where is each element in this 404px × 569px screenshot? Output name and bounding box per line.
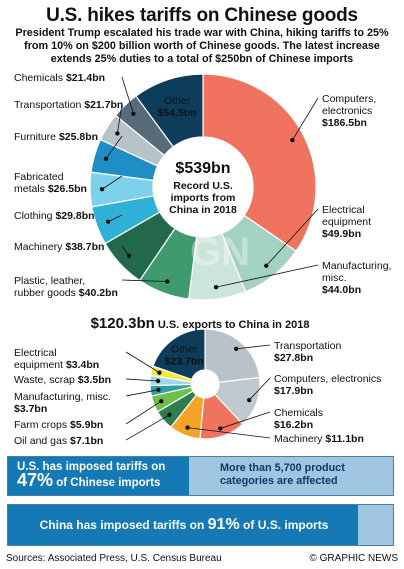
watermark-logo: GN (190, 230, 250, 274)
exports-label-machinery: Machinery $11.1bn (274, 433, 364, 445)
imports-label-computers-electronics: Computers, electronics $186.5bn (322, 93, 376, 129)
imports-leader-electrical-equipment (265, 208, 319, 267)
us-tariff-note-line-1: More than 5,700 product (220, 462, 345, 474)
us-tariff-bar: U.S. has imposed tariffs on 47% of Chine… (7, 456, 394, 496)
exports-label-waste-scrap: Waste, scrap $3.5bn (14, 374, 111, 386)
imports-leader-computers-electronics (292, 97, 319, 141)
footer-source: Sources: Associated Press, U.S. Census B… (6, 553, 222, 564)
exports-leader-machinery (187, 427, 271, 439)
us-tariff-post: of Chinese imports (56, 477, 161, 489)
us-tariff-note-line-2: categories are affected (220, 475, 338, 487)
china-tariff-pre: China has imposed tariffs on (39, 518, 205, 532)
imports-leader-plastic-leather-rubber-goods (121, 279, 168, 282)
imports-center (154, 138, 252, 236)
us-tariff-note: More than 5,700 product categories are af… (220, 462, 345, 488)
exports-leader-farm-crops (125, 400, 162, 425)
imports-leader-clothing (107, 214, 123, 223)
exports-label-chemicals: Chemicals $16.2bn (274, 407, 323, 431)
exports-leader-waste-scrap (125, 378, 159, 382)
exports-label-other: Other $23.7bn (165, 344, 204, 368)
china-tariff-post: of U.S. imports (243, 518, 329, 532)
imports-leader-furniture (105, 135, 123, 160)
imports-center-text: Record U.S. imports from China in 2018 (169, 180, 237, 216)
exports-label-computers-electronics: Computers, electronics $17.9bn (274, 373, 381, 397)
exports-label-oil-and-gas: Oil and gas $7.1bn (14, 435, 103, 447)
exports-title: $120.3bn U.S. exports to China in 2018 (91, 315, 310, 332)
footer-credit: © GRAPHIC NEWS (309, 553, 399, 564)
imports-slice-other (135, 73, 204, 148)
exports-slice-other (152, 328, 206, 381)
exports-leader-electrical-equipment (125, 351, 160, 373)
exports-label-farm-crops: Farm crops $5.9bn (14, 419, 103, 431)
imports-leader-fabricated-metals (101, 175, 123, 190)
imports-leader-dot-computers-electronics (290, 137, 295, 143)
imports-label-transportation: Transportation $21.7bn (14, 99, 123, 111)
exports-label-manufacturing-misc: Manufacturing, misc. $3.7bn (14, 391, 111, 415)
page-title: U.S. hikes tariffs on Chinese goods (46, 5, 358, 26)
us-tariff-text: U.S. has imposed tariffs on 47% of Chine… (17, 461, 165, 490)
us-tariff-pct: 47% (17, 470, 54, 490)
imports-slice-computers-electronics (202, 73, 317, 252)
us-tariff-bar-fill (8, 457, 189, 495)
page-subtitle: President Trump escalated his trade war … (15, 27, 389, 65)
imports-leader-chemicals (121, 76, 134, 114)
exports-leader-dot-oil-and-gas (167, 412, 172, 417)
china-tariff-bar: China has imposed tariffs on 91% of U.S.… (7, 504, 394, 546)
exports-slice-transportation (204, 328, 261, 384)
imports-label-machinery: Machinery $38.7bn (14, 241, 104, 253)
imports-leader-machinery (121, 245, 130, 257)
china-tariff-bar-fill (8, 505, 359, 545)
us-tariff-pre: U.S. has imposed tariffs on (17, 461, 166, 473)
imports-label-furniture: Furniture $25.8bn (14, 131, 98, 143)
exports-leader-computers-electronics (248, 377, 271, 401)
exports-leader-transportation (236, 344, 271, 350)
imports-leader-manufacturing-misc (215, 264, 319, 288)
imports-label-manufacturing-misc: Manufacturing, misc. $44.0bn (322, 260, 391, 296)
exports-leader-dot-manufacturing-misc (156, 387, 161, 393)
imports-label-fabricated-metals: Fabricated metals $26.5bn (14, 171, 87, 195)
imports-label-plastic-leather-rubber-goods: Plastic, leather, rubber goods $40.2bn (14, 275, 118, 299)
china-tariff-pct: 91% (207, 516, 240, 533)
imports-label-chemicals: Chemicals $21.4bn (14, 72, 105, 84)
exports-label-transportation: Transportation $27.8bn (274, 340, 341, 364)
exports-leader-oil-and-gas (125, 414, 170, 441)
exports-label-electrical-equipment: Electrical equipment $3.4bn (14, 347, 99, 371)
imports-label-clothing: Clothing $29.8bn (14, 210, 95, 222)
imports-label-electrical-equipment: Electrical equipment $49.9bn (322, 204, 371, 240)
imports-leader-transportation (117, 103, 123, 134)
china-tariff-text: China has imposed tariffs on 91% of U.S.… (8, 516, 360, 534)
imports-center-value: $539bn (175, 160, 230, 177)
exports-leader-chemicals (220, 411, 271, 429)
imports-label-other: Other $54.5bn (158, 95, 197, 119)
exports-leader-manufacturing-misc (125, 389, 159, 397)
